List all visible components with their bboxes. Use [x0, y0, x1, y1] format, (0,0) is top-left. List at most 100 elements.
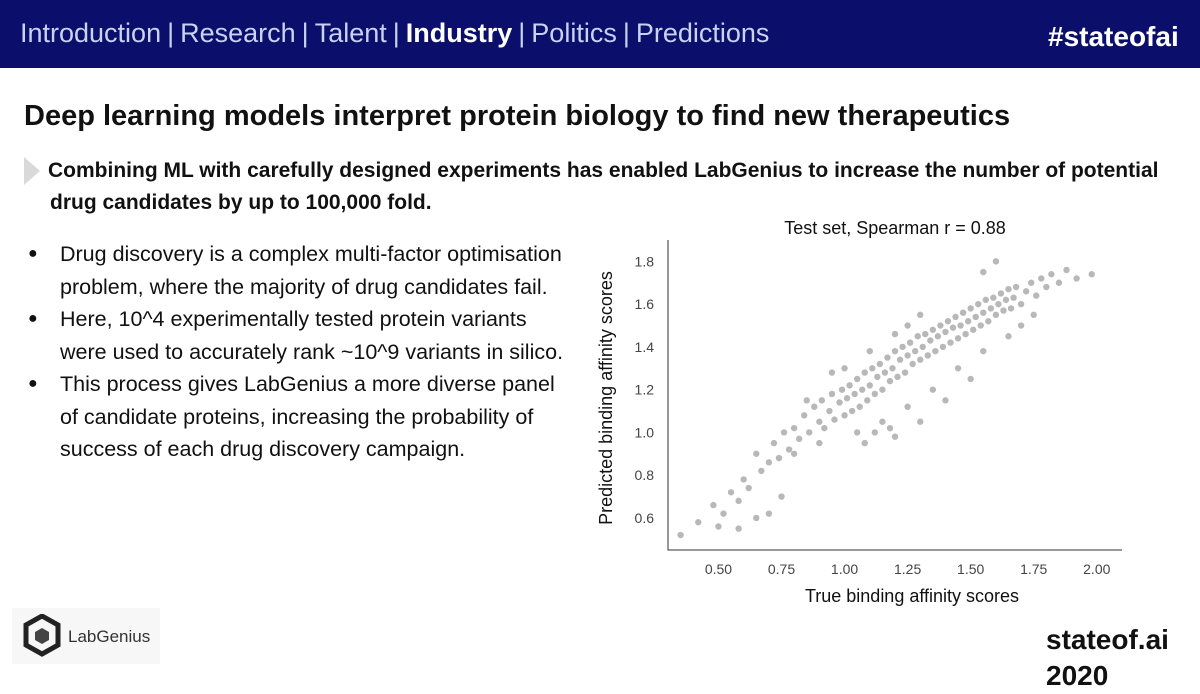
- bullet-list: ● Drug discovery is a complex multi-fact…: [28, 238, 568, 466]
- scatter-point: [985, 318, 992, 325]
- scatter-point: [922, 330, 929, 338]
- nav-separator: |: [518, 18, 526, 48]
- scatter-point: [864, 397, 871, 404]
- scatter-point: [1073, 275, 1080, 282]
- scatter-point: [891, 433, 899, 440]
- scatter-point: [967, 305, 974, 312]
- nav-item-introduction[interactable]: Introduction: [20, 18, 162, 48]
- scatter-point: [937, 322, 944, 329]
- scatter-point: [896, 356, 904, 363]
- scatter-point: [753, 514, 760, 522]
- scatter-point: [904, 403, 911, 410]
- scatter-point: [990, 294, 997, 301]
- x-tick-label: 1.75: [1020, 561, 1047, 577]
- section-nav: Introduction | Research | Talent | Industry | Po…: [20, 18, 769, 49]
- scatter-point: [1030, 311, 1037, 319]
- scatter-point: [841, 365, 848, 372]
- nav-separator: |: [392, 18, 400, 48]
- scatter-point: [1002, 296, 1010, 304]
- bullet-item: ● Here, 10^4 experimentally tested prote…: [28, 303, 568, 368]
- x-tick-label: 1.25: [894, 561, 921, 577]
- logo-text: LabGenius: [68, 627, 151, 646]
- scatter-point: [881, 369, 889, 376]
- scatter-point: [1048, 271, 1055, 278]
- slide-subtitle: Combining ML with carefully designed exp…: [24, 155, 1174, 219]
- scatter-point: [710, 501, 717, 509]
- scatter-point: [980, 347, 987, 355]
- y-tick-label: 1.6: [635, 296, 655, 312]
- scatter-point: [886, 377, 894, 385]
- y-tick-label: 0.6: [635, 510, 655, 526]
- scatter-point: [816, 418, 823, 425]
- scatter-point: [874, 373, 881, 381]
- scatter-point: [980, 309, 987, 316]
- chart-points: [677, 258, 1095, 539]
- scatter-point: [715, 523, 722, 530]
- scatter-point: [811, 403, 818, 410]
- scatter-point: [901, 369, 909, 376]
- scatter-point: [871, 429, 879, 436]
- subtitle-line-2: drug candidates by up to 100,000 fold.: [50, 191, 432, 214]
- scatter-point: [1063, 266, 1070, 274]
- scatter-point: [934, 333, 942, 340]
- chart-ticks: 0.50 0.75 1.00 1.25 1.50 1.75 2.00 0.6 0.8 1.0 1.2…: [635, 253, 1111, 577]
- scatter-point: [957, 322, 964, 329]
- scatter-point: [944, 318, 952, 325]
- nav-item-predictions[interactable]: Predictions: [635, 18, 770, 48]
- nav-item-politics[interactable]: Politics: [531, 18, 617, 48]
- scatter-point: [1005, 285, 1012, 293]
- nav-item-talent[interactable]: Talent: [314, 18, 387, 48]
- scatter-point: [853, 429, 861, 436]
- scatter-point: [735, 497, 742, 505]
- scatter-point: [866, 347, 873, 355]
- bullet-item: ● Drug discovery is a complex multi-fact…: [28, 238, 568, 303]
- scatter-point: [949, 324, 957, 331]
- scatter-point: [806, 429, 813, 436]
- scatter-point: [927, 337, 934, 344]
- bullet-text: Drug discovery is a complex multi-factor…: [60, 242, 562, 299]
- scatter-point: [826, 407, 833, 415]
- scatter-point: [1012, 283, 1020, 291]
- scatter-point: [954, 335, 962, 342]
- scatter-point: [1007, 305, 1015, 312]
- scatter-point: [838, 386, 846, 393]
- scatter-point: [848, 407, 856, 415]
- scatter-point: [871, 390, 879, 398]
- scatter-point: [869, 365, 876, 372]
- scatter-point: [972, 313, 979, 321]
- scatter-point: [816, 439, 823, 447]
- axis-lines: [667, 240, 1122, 551]
- nav-separator: |: [167, 18, 175, 48]
- scatter-point: [790, 424, 798, 432]
- nav-item-research[interactable]: Research: [180, 18, 296, 48]
- scatter-point: [911, 347, 919, 355]
- scatter-point: [1000, 307, 1007, 314]
- nav-item-industry[interactable]: Industry: [405, 18, 513, 48]
- scatter-point: [924, 352, 931, 359]
- scatter-point: [1088, 271, 1095, 278]
- scatter-point: [876, 360, 884, 368]
- scatter-point: [1005, 333, 1012, 340]
- chevron-right-icon: [24, 157, 40, 186]
- scatter-point: [975, 300, 982, 308]
- chart-title: Test set, Spearman r = 0.88: [784, 218, 1006, 238]
- scatter-point: [695, 519, 702, 526]
- slide-title: Deep learning models interpret protein b…: [24, 100, 1011, 132]
- scatter-point: [879, 386, 886, 393]
- scatter-point: [889, 365, 896, 372]
- scatter-point: [795, 435, 803, 443]
- x-tick-label: 0.75: [768, 561, 795, 577]
- scatter-point: [831, 416, 838, 423]
- scatter-point: [1010, 294, 1017, 301]
- x-tick-label: 2.00: [1083, 561, 1110, 577]
- scatter-point: [954, 365, 962, 372]
- scatter-point: [917, 356, 924, 363]
- scatter-point: [836, 399, 843, 406]
- scatter-point: [899, 343, 906, 351]
- scatter-point: [818, 397, 826, 404]
- scatter-chart: Test set, Spearman r = 0.88 Predicted bi…: [596, 218, 1122, 606]
- scatter-point: [929, 326, 937, 333]
- y-tick-label: 1.2: [635, 382, 655, 398]
- scatter-point: [866, 382, 873, 389]
- scatter-point: [856, 403, 863, 410]
